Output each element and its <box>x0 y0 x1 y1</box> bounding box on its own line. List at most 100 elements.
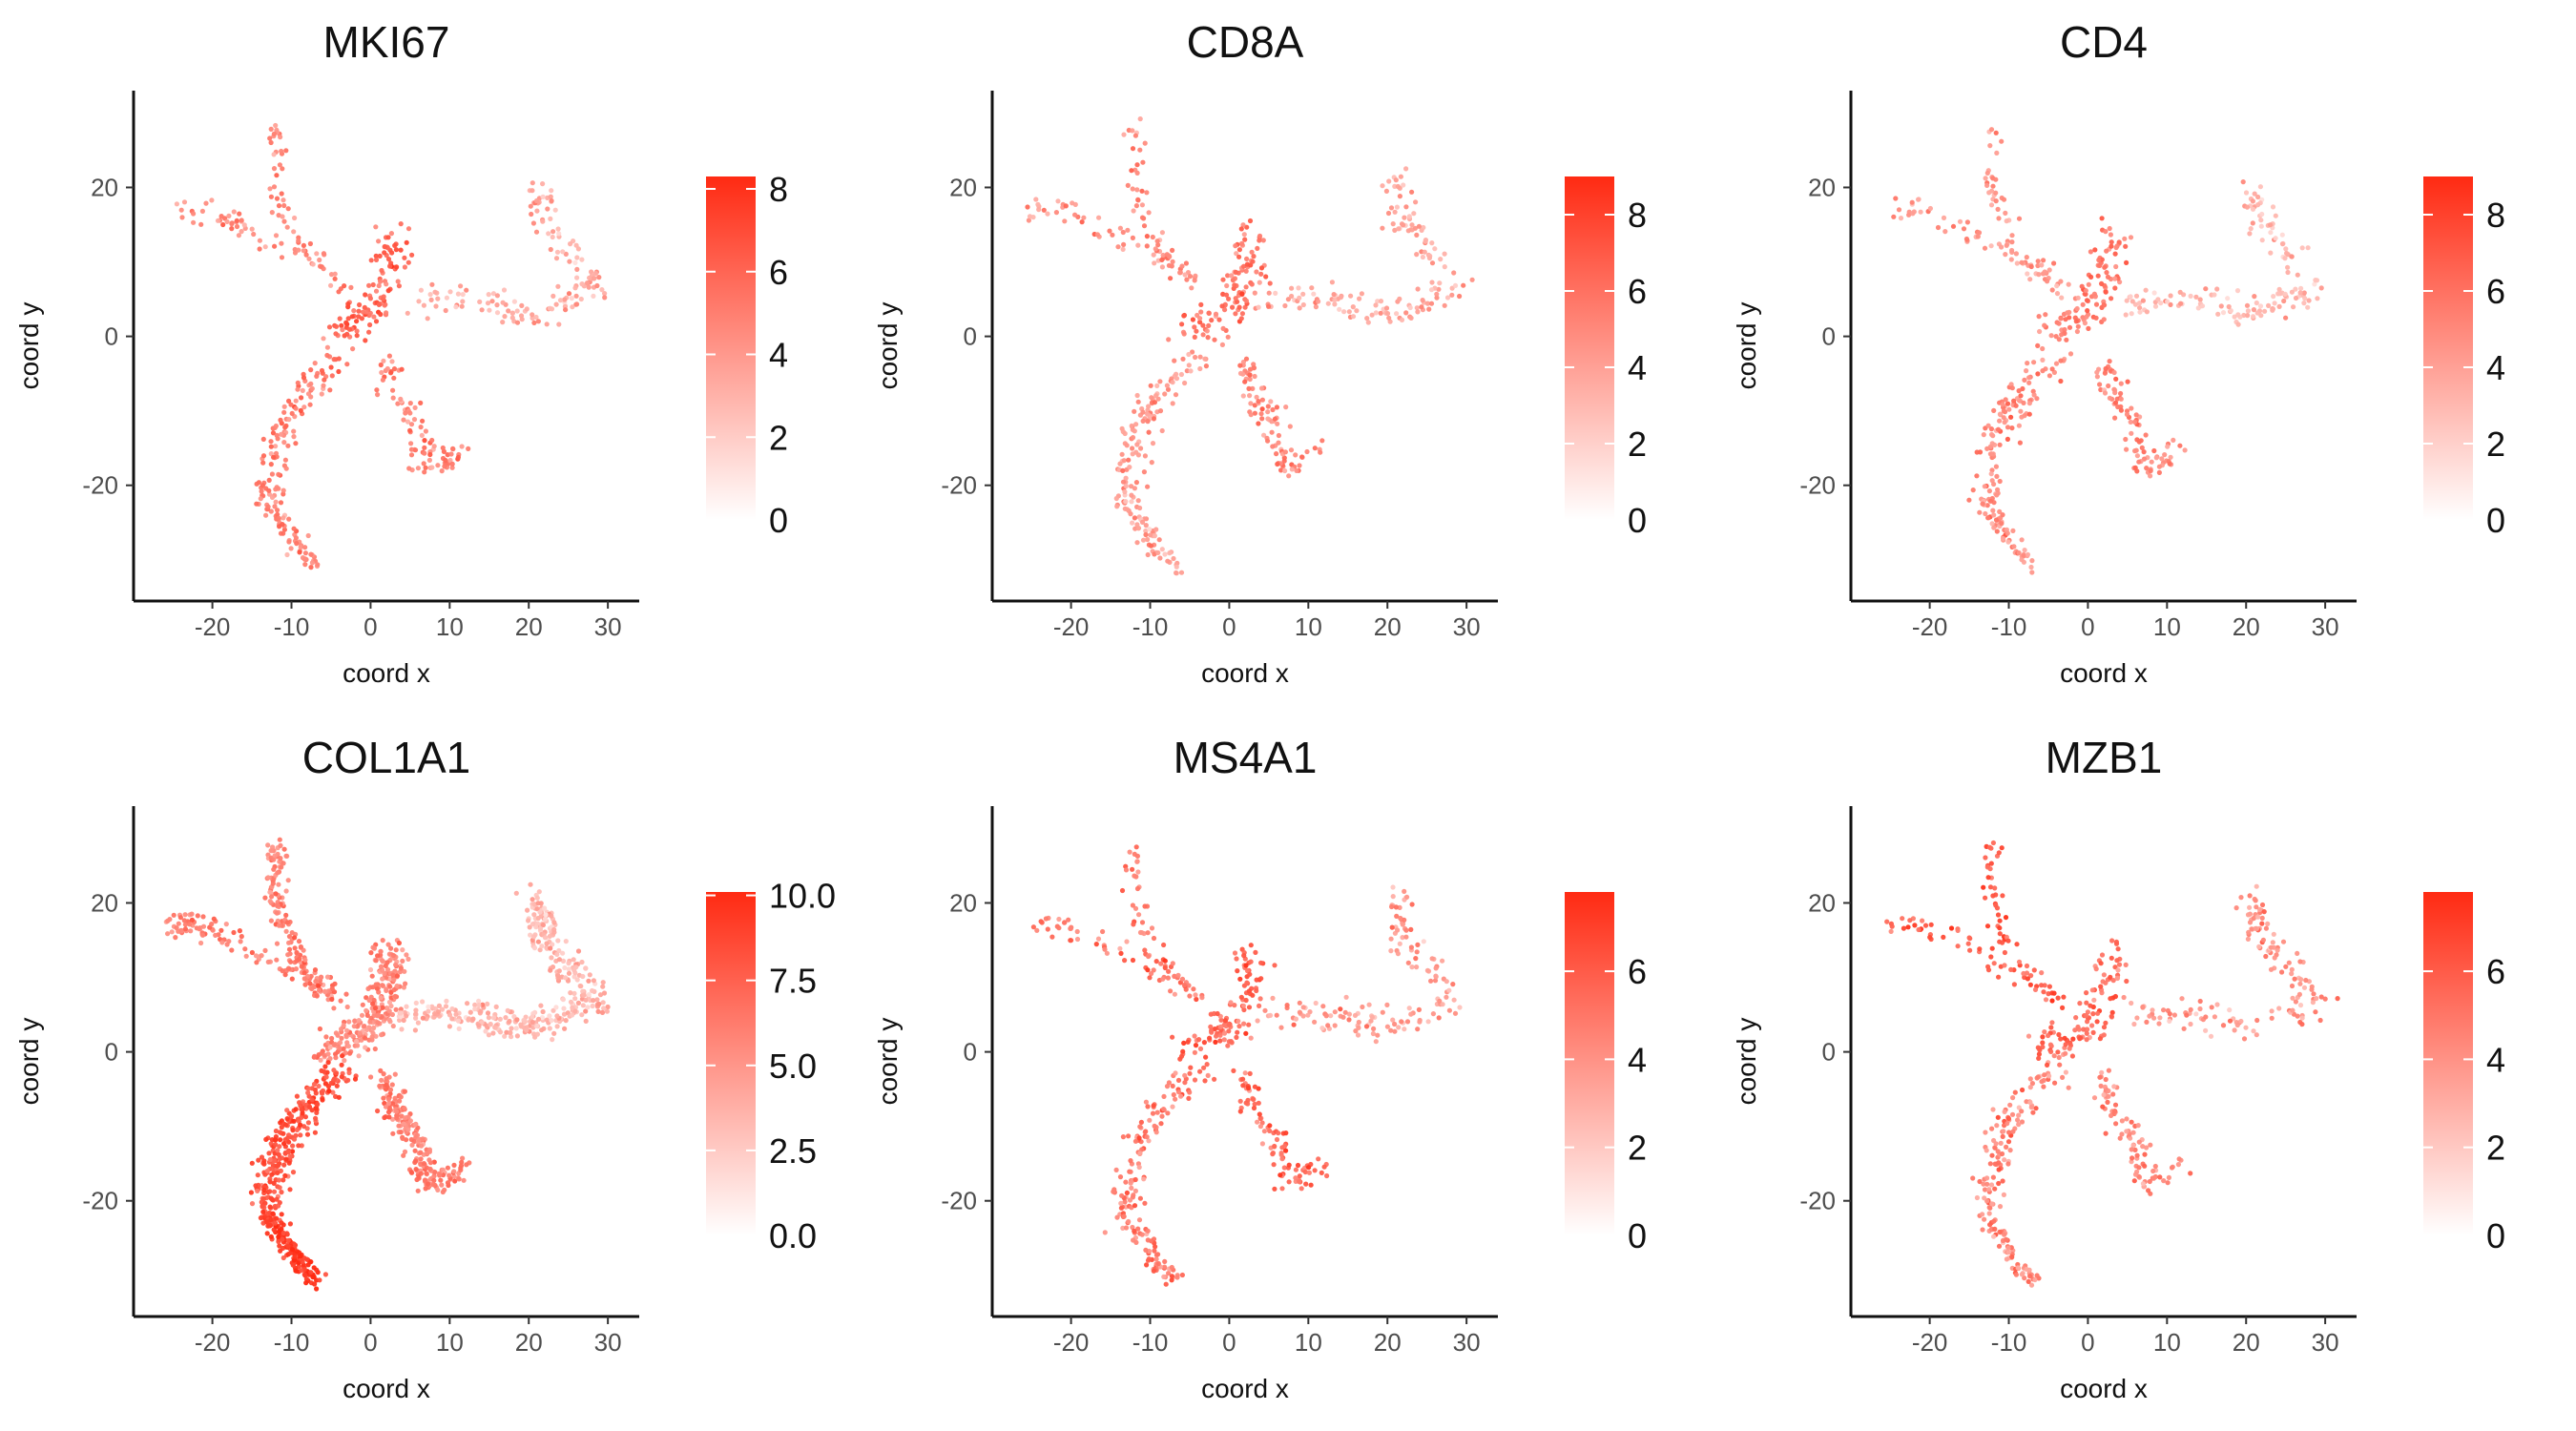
scatter-point <box>1251 1096 1257 1102</box>
scatter-point <box>1920 918 1925 923</box>
scatter-point <box>560 997 567 1003</box>
scatter-point <box>2214 1002 2220 1007</box>
scatter-point <box>388 370 394 376</box>
scatter-point <box>189 911 195 917</box>
scatter-point <box>1215 1010 1220 1017</box>
scatter-point <box>1135 452 1141 458</box>
scatter-point <box>285 1243 291 1249</box>
scatter-point <box>308 1270 314 1275</box>
scatter-point <box>2228 308 2233 314</box>
scatter-point <box>1380 183 1385 189</box>
scatter-point <box>2109 243 2114 249</box>
scatter-point <box>2056 321 2062 326</box>
scatter-point <box>596 275 602 280</box>
scatter-point <box>2048 1048 2054 1054</box>
scatter-point <box>1142 453 1148 459</box>
scatter-point <box>460 1155 466 1161</box>
scatter-point <box>2095 273 2101 279</box>
scatter-point <box>1258 976 1264 982</box>
scatter-point <box>2134 453 2140 459</box>
scatter-point <box>1303 1181 1309 1187</box>
scatter-point <box>439 468 445 474</box>
scatter-point <box>2298 977 2304 983</box>
scatter-point <box>283 1156 289 1162</box>
scatter-point <box>2097 1036 2103 1042</box>
scatter-point <box>1143 1099 1149 1105</box>
scatter-point <box>2144 309 2150 315</box>
scatter-point <box>435 1187 441 1192</box>
scatter-point <box>2084 1037 2089 1043</box>
scatter-point <box>405 1127 411 1132</box>
scatter-point <box>447 289 453 295</box>
scatter-point <box>2107 225 2112 232</box>
scatter-point <box>2109 938 2115 944</box>
scatter-point <box>2103 1130 2109 1136</box>
scatter-point <box>2273 213 2278 218</box>
scatter-point <box>1147 1117 1153 1123</box>
scatter-point <box>2016 423 2022 428</box>
scatter-point <box>2011 544 2017 550</box>
scatter-point <box>566 966 571 972</box>
y-axis-label: coord y <box>14 302 44 390</box>
scatter-point <box>283 928 289 934</box>
scatter-point <box>304 1256 310 1262</box>
scatter-point <box>556 947 562 954</box>
y-tick-label: 20 <box>1808 173 1836 201</box>
scatter-point <box>293 1132 299 1138</box>
scatter-point <box>241 222 247 228</box>
scatter-point <box>1149 460 1154 466</box>
scatter-point <box>378 1068 384 1073</box>
scatter-point <box>1444 295 1451 301</box>
scatter-point <box>203 200 209 206</box>
scatter-point <box>2227 1018 2233 1024</box>
scatter-point <box>1995 426 2002 432</box>
scatter-point <box>231 209 237 215</box>
scatter-point <box>1286 1162 1292 1168</box>
scatter-point <box>580 973 586 980</box>
scatter-point <box>2024 1099 2029 1105</box>
scatter-point <box>375 1108 381 1114</box>
scatter-point <box>1411 211 1417 217</box>
scatter-point <box>259 1154 265 1160</box>
scatter-point <box>2013 251 2019 257</box>
scatter-point <box>345 301 351 307</box>
scatter-point <box>1233 269 1238 275</box>
scatter-point <box>359 1012 365 1018</box>
scatter-point <box>2035 342 2041 348</box>
scatter-point <box>1243 268 1249 274</box>
scatter-point <box>1173 1096 1178 1102</box>
scatter-point <box>507 1018 512 1025</box>
scatter-point <box>1267 1123 1273 1129</box>
scatter-point <box>486 1015 491 1021</box>
scatter-point <box>270 1211 276 1216</box>
scatter-point <box>531 902 537 907</box>
scatter-point <box>2051 990 2057 996</box>
scatter-point <box>182 922 188 927</box>
scatter-point <box>1396 1025 1402 1030</box>
scatter-point <box>1151 1103 1156 1109</box>
scatter-point <box>2048 1025 2054 1030</box>
scatter-point <box>1130 866 1135 872</box>
scatter-point <box>2133 293 2140 299</box>
scatter-point <box>1166 968 1172 974</box>
scatter-point <box>2195 305 2201 311</box>
scatter-point <box>555 283 561 289</box>
scatter-point <box>1232 1003 1237 1008</box>
scatter-point <box>1142 140 1148 146</box>
scatter-point <box>1251 365 1257 371</box>
scatter-point <box>272 853 278 859</box>
scatter-point <box>254 481 260 487</box>
scatter-point <box>2282 256 2288 261</box>
scatter-point <box>586 284 592 290</box>
scatter-point <box>279 1155 285 1161</box>
scatter-point <box>597 992 604 998</box>
scatter-point <box>2263 953 2269 960</box>
scatter-point <box>237 211 242 217</box>
scatter-point <box>2108 974 2113 980</box>
scatter-point <box>293 535 299 541</box>
scatter-point <box>273 444 279 449</box>
scatter-point <box>366 329 372 335</box>
scatter-point <box>2314 996 2319 1002</box>
scatter-point <box>501 287 508 293</box>
